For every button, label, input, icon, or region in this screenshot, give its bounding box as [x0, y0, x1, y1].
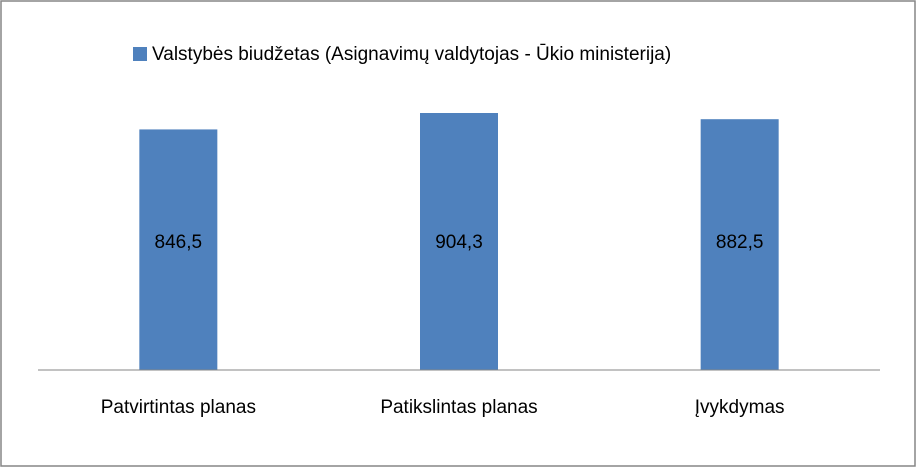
legend-swatch: [133, 47, 147, 61]
value-label: 846,5: [155, 232, 203, 253]
value-label: 882,5: [716, 232, 764, 253]
x-tick-label: Patikslintas planas: [380, 397, 537, 418]
x-tick-label: Įvykdymas: [695, 397, 785, 418]
bar: [700, 119, 779, 370]
legend-label: Valstybės biudžetas (Asignavimų valdytoj…: [152, 44, 671, 65]
value-label: 904,3: [435, 232, 483, 253]
bar: [420, 113, 498, 370]
x-tick-label: Patvirtintas planas: [101, 397, 256, 418]
bar: [139, 129, 218, 370]
